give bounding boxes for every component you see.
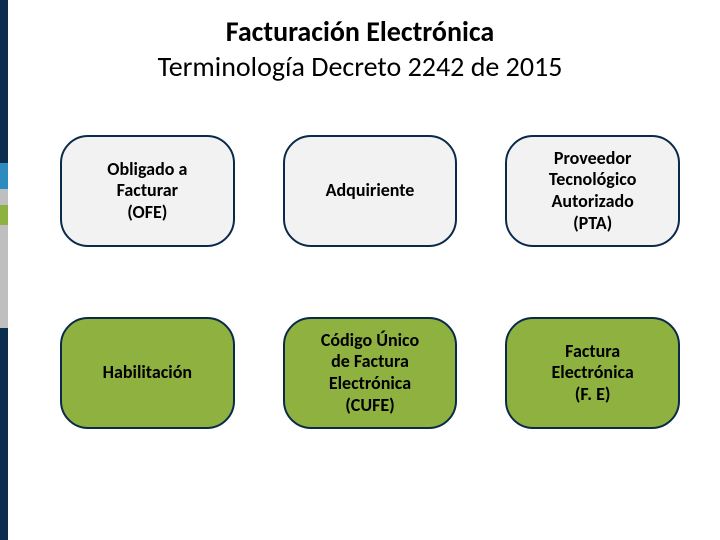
- term-pill-ofe: Obligado a Facturar (OFE): [60, 135, 235, 247]
- term-label: Adquiriente: [326, 180, 415, 202]
- title-line-2: Terminología Decreto 2242 de 2015: [0, 49, 720, 84]
- sidebar-segment: [0, 163, 8, 189]
- term-pill-fe: Factura Electrónica (F. E): [505, 317, 680, 429]
- slide-title: Facturación Electrónica Terminología Dec…: [0, 14, 720, 84]
- term-pill-habilitacion: Habilitación: [60, 317, 235, 429]
- term-pill-cufe: Código Único de Factura Electrónica (CUF…: [283, 317, 458, 429]
- term-label: Código Único de Factura Electrónica (CUF…: [321, 330, 419, 416]
- term-label: Habilitación: [103, 362, 192, 384]
- terms-grid: Obligado a Facturar (OFE) Adquiriente Pr…: [60, 135, 680, 429]
- sidebar-segment: [0, 225, 8, 328]
- term-label: Proveedor Tecnológico Autorizado (PTA): [549, 148, 636, 234]
- title-line-1: Facturación Electrónica: [0, 14, 720, 49]
- term-label: Factura Electrónica (F. E): [552, 341, 634, 406]
- sidebar-segment: [0, 189, 8, 205]
- sidebar-segment: [0, 328, 8, 540]
- term-label: Obligado a Facturar (OFE): [107, 159, 187, 224]
- term-pill-pta: Proveedor Tecnológico Autorizado (PTA): [505, 135, 680, 247]
- term-pill-adquiriente: Adquiriente: [283, 135, 458, 247]
- sidebar-segment: [0, 205, 8, 225]
